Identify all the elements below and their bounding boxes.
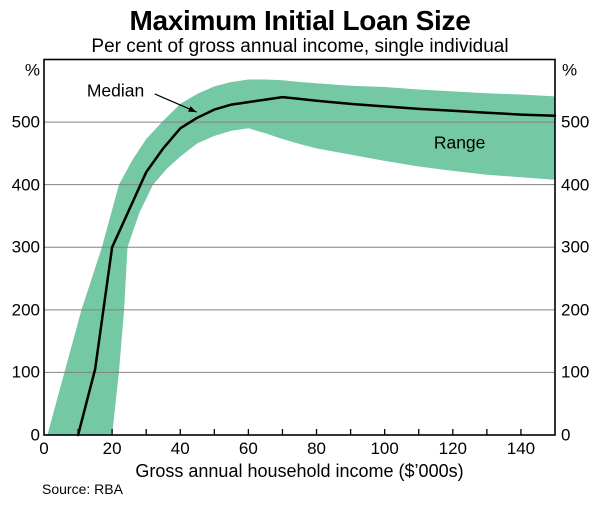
chart-subtitle: Per cent of gross annual income, single …: [91, 36, 509, 57]
x-axis-label-120: 120: [438, 439, 467, 458]
plot-frame: [43, 58, 556, 436]
y-axis-label-left-300: 300: [11, 237, 40, 257]
x-axis-label-100: 100: [370, 439, 399, 458]
y-axis-label-left-100: 100: [11, 362, 40, 382]
annotation-arrow-head: [188, 106, 197, 113]
y-axis-unit-right: %: [562, 60, 578, 80]
x-axis-label-80: 80: [307, 439, 326, 458]
x-axis-title: Gross annual household income ($’000s): [135, 461, 464, 481]
y-axis-label-left-200: 200: [11, 300, 40, 320]
annotation-median: Median: [86, 80, 145, 101]
median-line: [76, 95, 557, 437]
range-band-area: [47, 79, 556, 435]
y-axis-unit-left: %: [24, 60, 40, 80]
annotation-range: Range: [433, 132, 486, 153]
x-axis-label-20: 20: [102, 439, 122, 458]
y-axis-label-left-400: 400: [11, 175, 40, 195]
x-axis-label-40: 40: [170, 439, 190, 458]
y-axis-label-right-400: 400: [561, 175, 590, 195]
y-axis-label-left-0: 0: [30, 425, 40, 445]
source-note: Source: RBA: [42, 481, 123, 497]
y-axis-label-right-0: 0: [561, 425, 571, 445]
y-axis-label-right-500: 500: [561, 112, 590, 132]
x-axis-label-0: 0: [39, 439, 49, 458]
y-axis-label-right-100: 100: [561, 362, 590, 382]
x-axis-label-60: 60: [238, 439, 258, 458]
x-axis-label-140: 140: [506, 439, 536, 458]
y-axis-label-right-200: 200: [561, 300, 590, 320]
y-axis-label-left-500: 500: [11, 112, 40, 132]
chart-title: Maximum Initial Loan Size: [129, 5, 471, 36]
y-axis-label-right-300: 300: [561, 237, 590, 257]
